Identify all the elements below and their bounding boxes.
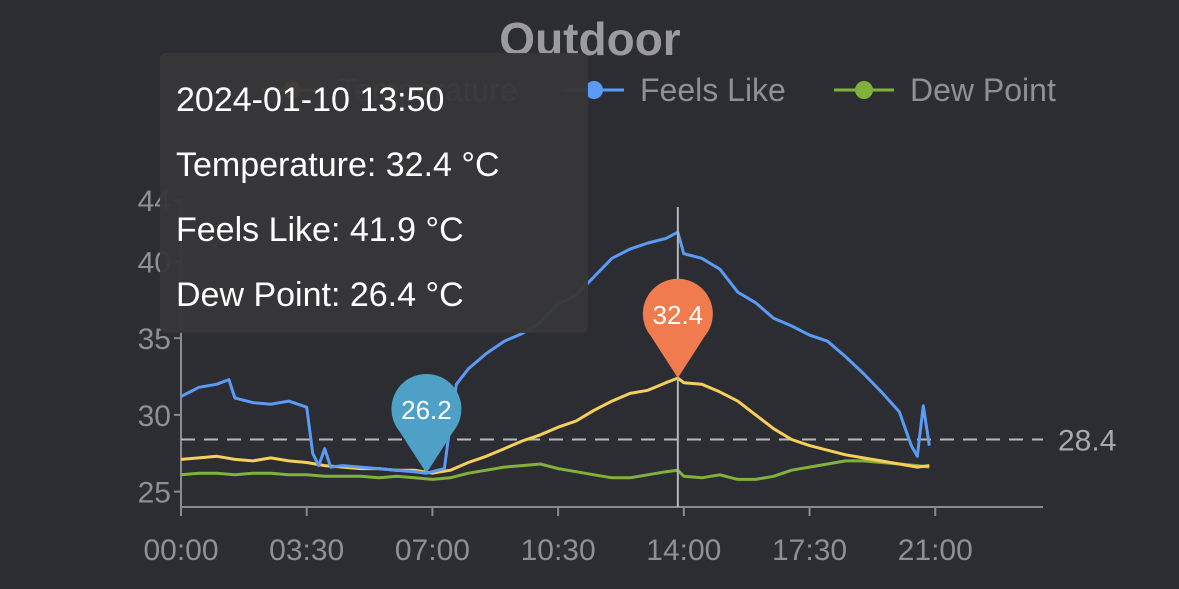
y-tick-label: 30 — [138, 400, 171, 433]
tooltip: 2024-01-10 13:50 Temperature: 32.4 °C Fe… — [160, 53, 588, 333]
tooltip-feels-like: Feels Like: 41.9 °C — [176, 211, 464, 249]
tooltip-dew-point: Dew Point: 26.4 °C — [176, 276, 464, 314]
legend-item-dew-point[interactable]: Dew Point — [834, 72, 1056, 108]
legend-dot — [855, 81, 873, 99]
x-tick-label: 21:00 — [898, 534, 973, 567]
legend-label: Feels Like — [640, 72, 786, 108]
legend-dot — [585, 81, 603, 99]
marker-pin-shape — [391, 373, 462, 474]
x-tick-label: 07:00 — [395, 534, 470, 567]
y-tick-label: 25 — [138, 477, 171, 510]
marker-pin: 32.4 — [642, 278, 713, 379]
x-axis: 00:00 03:30 07:00 10:30 14:00 17:30 21:00 — [143, 506, 1043, 567]
legend-label: Dew Point — [910, 72, 1056, 108]
x-tick-label: 00:00 — [143, 534, 218, 567]
x-tick-label: 10:30 — [521, 534, 596, 567]
legend-item-feels-like[interactable]: Feels Like — [564, 72, 786, 108]
marker-pin-shape — [642, 278, 713, 379]
marker-pin-label: 32.4 — [653, 300, 704, 330]
tooltip-time: 2024-01-10 13:50 — [176, 81, 445, 119]
marker-pin-label: 26.2 — [401, 395, 452, 425]
x-tick-label: 17:30 — [772, 534, 847, 567]
series-line-dew-point[interactable] — [180, 459, 930, 481]
tooltip-temperature: Temperature: 32.4 °C — [176, 146, 500, 184]
reference-line-label: 28.4 — [1058, 424, 1116, 457]
marker-pin: 26.2 — [391, 373, 462, 474]
reference-line: 28.4 — [181, 424, 1116, 457]
marker-layer: 26.2 32.4 — [391, 278, 713, 474]
x-tick-label: 14:00 — [646, 534, 721, 567]
x-tick-label: 03:30 — [269, 534, 344, 567]
series-line-temperature[interactable] — [180, 376, 930, 475]
